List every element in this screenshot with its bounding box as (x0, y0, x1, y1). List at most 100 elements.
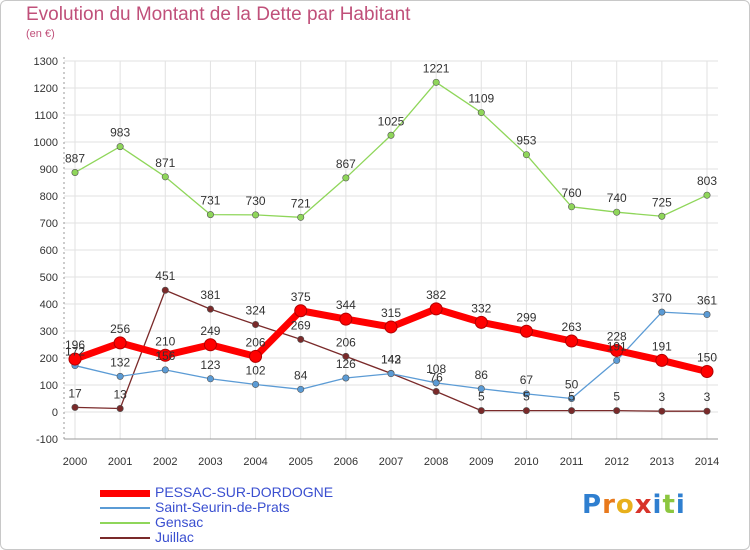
data-label-1: 142 (381, 353, 401, 367)
data-point-2 (252, 211, 260, 219)
data-label-0: 150 (697, 351, 717, 365)
data-point-2 (297, 213, 305, 221)
y-tick-label: 100 (40, 380, 58, 392)
y-tick-label: 600 (40, 245, 58, 257)
data-point-0 (610, 343, 624, 357)
data-label-0: 210 (155, 334, 175, 348)
data-point-1 (522, 390, 530, 398)
data-label-3: 451 (155, 269, 175, 283)
data-point-0 (68, 352, 82, 366)
data-point-2 (206, 211, 214, 219)
legend-label: Gensac (155, 514, 204, 530)
data-point-3 (342, 352, 350, 360)
data-label-3: 3 (659, 390, 666, 404)
logo-letter: r (602, 490, 616, 520)
data-point-3 (658, 407, 666, 415)
data-label-2: 867 (336, 157, 356, 171)
line-chart: -100 0 100 200 300 400 500 600 700 800 900 1000 1100… (34, 56, 720, 468)
data-point-2 (387, 131, 395, 139)
y-tick-label: 900 (40, 164, 58, 176)
data-point-2 (116, 143, 124, 151)
data-label-0: 375 (291, 290, 311, 304)
y-tick-label: 800 (40, 191, 58, 203)
y-tick-label: 1200 (34, 83, 58, 95)
data-label-1: 123 (200, 358, 220, 372)
data-label-0: 206 (246, 335, 266, 349)
data-label-0: 191 (652, 339, 672, 353)
data-point-3 (477, 407, 485, 415)
y-tick-label: -100 (36, 434, 58, 446)
x-tick-label: 2003 (198, 456, 222, 468)
logo-letter: i (675, 490, 686, 520)
x-tick-label: 2000 (63, 456, 87, 468)
data-point-1 (342, 374, 350, 382)
data-label-0: 228 (607, 329, 627, 343)
data-point-1 (432, 379, 440, 387)
y-tick-label: 1100 (34, 110, 58, 122)
data-point-1 (613, 356, 621, 364)
data-point-3 (432, 387, 440, 395)
y-tick-label: 1300 (34, 56, 58, 68)
y-tick-label: 300 (40, 326, 58, 338)
data-labels: 1962562102492063753443153823322992632281… (65, 61, 717, 404)
data-label-2: 803 (697, 174, 717, 188)
data-label-1: 156 (155, 349, 175, 363)
data-point-0 (655, 353, 669, 367)
x-tick-label: 2005 (288, 456, 312, 468)
data-point-0 (158, 348, 172, 362)
data-point-0 (700, 365, 714, 378)
data-label-1: 50 (565, 378, 579, 392)
data-label-2: 721 (291, 196, 311, 210)
legend-swatch (100, 537, 150, 539)
legend-label: Saint-Seurin-de-Prats (155, 499, 290, 515)
data-point-2 (568, 203, 576, 211)
data-point-3 (252, 321, 260, 329)
data-label-3: 5 (568, 390, 575, 404)
y-tick-label: 0 (52, 407, 58, 419)
legend-swatch (100, 507, 150, 509)
data-point-1 (161, 366, 169, 374)
logo-letter: P (582, 490, 603, 520)
data-label-1: 370 (652, 291, 672, 305)
data-point-1 (206, 375, 214, 383)
data-point-0 (339, 312, 353, 326)
data-label-3: 324 (246, 304, 266, 318)
data-point-0 (249, 349, 263, 363)
data-label-2: 1025 (378, 114, 405, 128)
x-tick-label: 2002 (153, 456, 177, 468)
x-tick-label: 2010 (514, 456, 538, 468)
x-tick-label: 2011 (560, 456, 584, 468)
logo-letter: i (652, 490, 663, 520)
data-label-2: 887 (65, 152, 85, 166)
data-label-3: 206 (336, 335, 356, 349)
data-point-0 (294, 304, 308, 318)
y-axis: -100 0 100 200 300 400 500 600 700 800 900 1000 1100… (34, 56, 65, 446)
x-tick-label: 2001 (108, 456, 132, 468)
data-point-0 (474, 315, 488, 329)
data-label-3: 143 (381, 352, 401, 366)
x-tick-label: 2014 (695, 456, 719, 468)
data-point-1 (387, 370, 395, 378)
data-point-0 (113, 336, 127, 350)
data-point-3 (613, 407, 621, 415)
x-tick-label: 2012 (604, 456, 628, 468)
data-label-3: 5 (478, 390, 485, 404)
data-point-2 (161, 173, 169, 181)
data-point-2 (658, 212, 666, 220)
data-label-1: 86 (475, 368, 489, 382)
data-point-2 (613, 208, 621, 216)
data-label-2: 1221 (423, 61, 450, 75)
data-label-3: 381 (200, 288, 220, 302)
data-point-3 (161, 286, 169, 294)
data-label-3: 13 (113, 387, 127, 401)
data-label-3: 269 (291, 318, 311, 332)
series-lines (68, 78, 714, 415)
legend-label: Juillac (155, 529, 194, 545)
chart-title: Evolution du Montant de la Dette par Hab… (26, 4, 411, 25)
data-point-0 (384, 320, 398, 334)
data-point-0 (519, 324, 533, 338)
data-label-2: 1109 (468, 92, 494, 106)
data-label-1: 361 (697, 294, 717, 308)
data-point-0 (203, 338, 217, 352)
x-tick-label: 2013 (650, 456, 674, 468)
